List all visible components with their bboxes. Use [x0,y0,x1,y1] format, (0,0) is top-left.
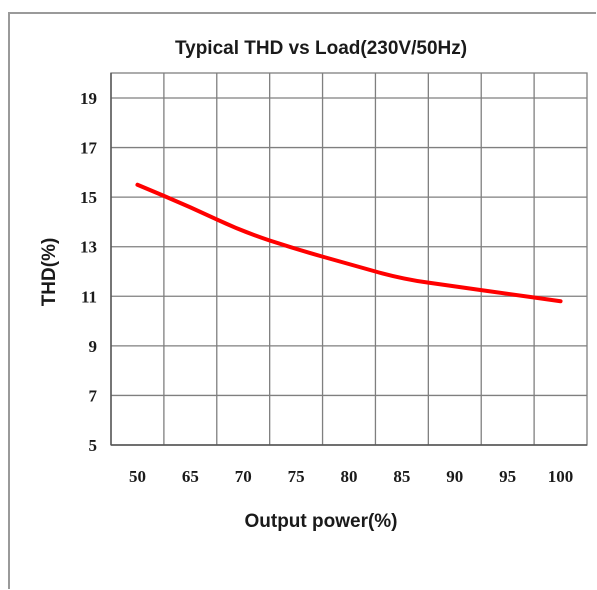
chart-title: Typical THD vs Load(230V/50Hz) [175,38,467,59]
x-tick-label: 80 [341,467,358,486]
x-tick-label: 100 [548,467,574,486]
x-tick-label: 65 [182,467,199,486]
x-tick-label: 90 [446,467,463,486]
plot-area-border [110,72,588,446]
y-tick-label: 13 [80,238,97,257]
y-axis-label: THD(%) [39,238,60,307]
y-tick-label: 7 [89,386,98,405]
x-tick-label: 85 [393,467,410,486]
y-axis-ticks: 19 17 15 13 11 9 7 5 [80,89,98,455]
y-tick-label: 5 [89,436,98,455]
x-tick-label: 70 [235,467,252,486]
y-tick-label: 17 [80,139,98,158]
thd-series-line [135,182,563,304]
series-layer [135,182,563,304]
chart-frame [8,12,596,589]
x-tick-label: 50 [129,467,146,486]
x-tick-label: 95 [499,467,516,486]
y-tick-label: 15 [80,188,97,207]
y-tick-label: 11 [81,287,97,306]
grid [110,72,588,446]
x-axis-label: Output power(%) [244,511,397,532]
y-tick-label: 19 [80,89,97,108]
x-tick-label: 75 [288,467,305,486]
x-axis-ticks: 50 65 70 75 80 85 90 95 100 [129,467,573,486]
y-tick-label: 9 [89,337,98,356]
